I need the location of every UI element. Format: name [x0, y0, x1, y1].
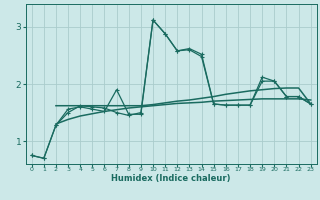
X-axis label: Humidex (Indice chaleur): Humidex (Indice chaleur)	[111, 174, 231, 183]
